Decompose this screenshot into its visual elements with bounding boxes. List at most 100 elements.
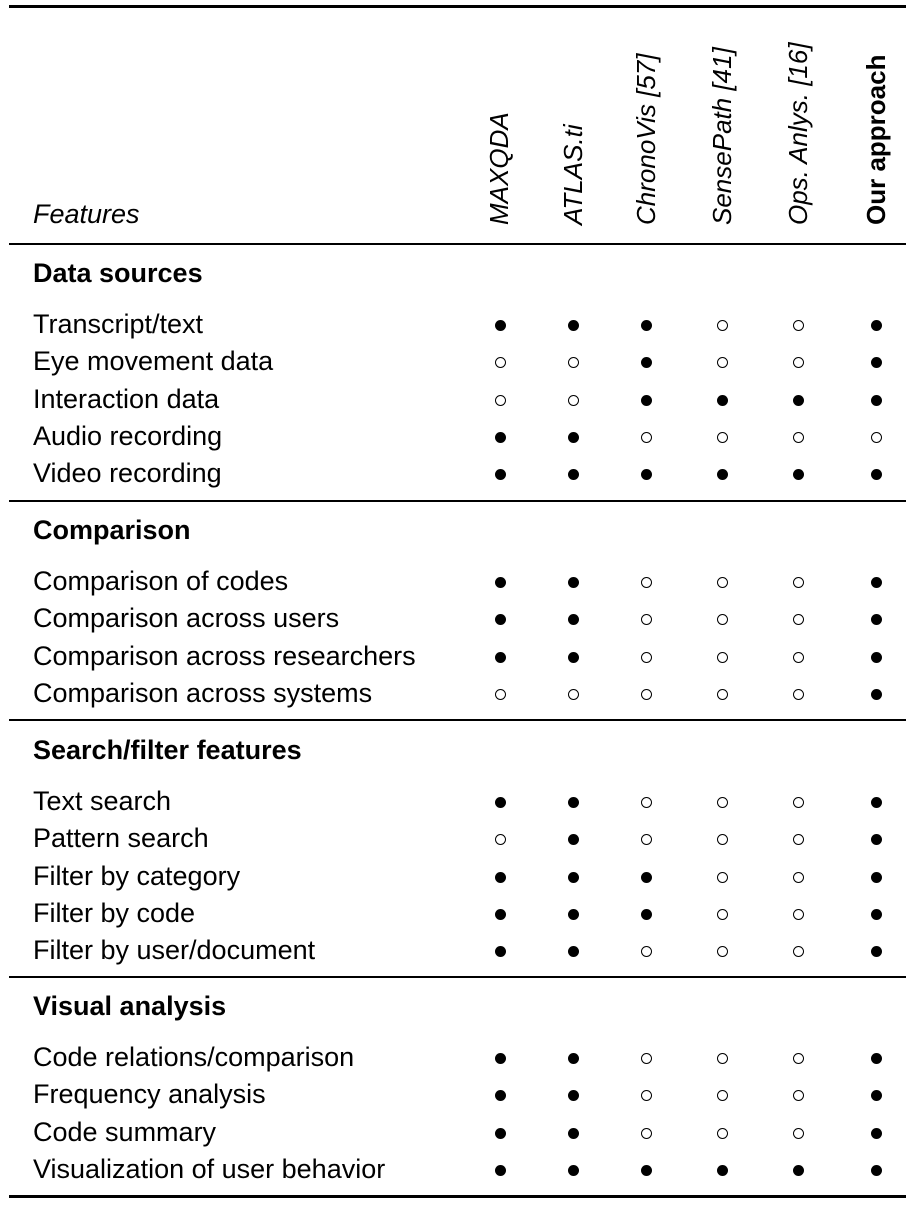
- filled-circle-icon: [861, 678, 891, 708]
- column-header-our-approach: Our approach: [861, 54, 891, 225]
- empty-dot: [870, 431, 882, 443]
- empty-circle-icon: [707, 1117, 737, 1147]
- filled-circle-icon: [631, 346, 661, 376]
- bottom-rule: [9, 1195, 906, 1198]
- empty-dot: [716, 356, 728, 368]
- empty-dot: [494, 356, 506, 368]
- filled-dot: [567, 1089, 579, 1101]
- filled-dot: [640, 356, 652, 368]
- empty-circle-icon: [707, 1079, 737, 1109]
- filled-dot: [567, 945, 579, 957]
- filled-circle-icon: [485, 603, 515, 633]
- filled-dot: [870, 468, 882, 480]
- filled-dot: [640, 871, 652, 883]
- filled-dot: [494, 1127, 506, 1139]
- filled-dot: [870, 1089, 882, 1101]
- empty-dot: [494, 688, 506, 700]
- filled-circle-icon: [631, 458, 661, 488]
- column-header-maxqda: MAXQDA: [484, 112, 514, 225]
- filled-circle-icon: [485, 1079, 515, 1109]
- empty-circle-icon: [631, 641, 661, 671]
- empty-circle-icon: [783, 1117, 813, 1147]
- filled-dot: [494, 1164, 506, 1176]
- empty-circle-icon: [558, 346, 588, 376]
- empty-circle-icon: [485, 678, 515, 708]
- filled-circle-icon: [558, 566, 588, 596]
- empty-dot: [716, 1089, 728, 1101]
- features-column-header: Features: [33, 199, 140, 229]
- empty-dot: [792, 1089, 804, 1101]
- filled-circle-icon: [485, 935, 515, 965]
- empty-circle-icon: [707, 861, 737, 891]
- empty-dot: [716, 908, 728, 920]
- empty-circle-icon: [631, 678, 661, 708]
- filled-circle-icon: [631, 1154, 661, 1184]
- filled-dot: [567, 1164, 579, 1176]
- empty-circle-icon: [783, 898, 813, 928]
- empty-dot: [792, 576, 804, 588]
- column-header-ops-anlys: Ops. Anlys. [16]: [783, 42, 813, 225]
- filled-circle-icon: [861, 786, 891, 816]
- filled-circle-icon: [485, 641, 515, 671]
- filled-circle-icon: [861, 861, 891, 891]
- filled-dot: [494, 431, 506, 443]
- filled-circle-icon: [861, 309, 891, 339]
- filled-dot: [870, 319, 882, 331]
- filled-dot: [640, 908, 652, 920]
- filled-dot: [870, 356, 882, 368]
- empty-dot: [494, 394, 506, 406]
- filled-circle-icon: [558, 1079, 588, 1109]
- filled-circle-icon: [631, 384, 661, 414]
- section-divider: [9, 976, 906, 978]
- filled-circle-icon: [558, 898, 588, 928]
- empty-circle-icon: [707, 1042, 737, 1072]
- empty-circle-icon: [631, 566, 661, 596]
- filled-circle-icon: [485, 861, 515, 891]
- empty-dot: [792, 833, 804, 845]
- empty-circle-icon: [783, 1042, 813, 1072]
- filled-dot: [716, 468, 728, 480]
- empty-circle-icon: [485, 384, 515, 414]
- filled-dot: [494, 945, 506, 957]
- filled-dot: [870, 1164, 882, 1176]
- empty-circle-icon: [707, 786, 737, 816]
- empty-dot: [792, 356, 804, 368]
- empty-circle-icon: [631, 823, 661, 853]
- filled-circle-icon: [707, 458, 737, 488]
- filled-dot: [870, 945, 882, 957]
- filled-circle-icon: [485, 421, 515, 451]
- filled-circle-icon: [783, 384, 813, 414]
- filled-circle-icon: [631, 861, 661, 891]
- empty-dot: [640, 945, 652, 957]
- filled-circle-icon: [783, 458, 813, 488]
- empty-dot: [716, 431, 728, 443]
- empty-circle-icon: [783, 421, 813, 451]
- row-label: Audio recording: [33, 421, 223, 451]
- empty-circle-icon: [485, 823, 515, 853]
- empty-dot: [716, 576, 728, 588]
- empty-circle-icon: [707, 678, 737, 708]
- empty-dot: [716, 688, 728, 700]
- filled-dot: [640, 394, 652, 406]
- empty-dot: [792, 908, 804, 920]
- empty-dot: [640, 576, 652, 588]
- empty-circle-icon: [783, 603, 813, 633]
- filled-dot: [870, 1127, 882, 1139]
- section-title: Data sources: [33, 258, 203, 288]
- filled-circle-icon: [558, 458, 588, 488]
- filled-dot: [640, 468, 652, 480]
- empty-dot: [792, 431, 804, 443]
- filled-circle-icon: [558, 1117, 588, 1147]
- filled-circle-icon: [485, 458, 515, 488]
- filled-dot: [494, 319, 506, 331]
- filled-circle-icon: [631, 309, 661, 339]
- top-rule: [9, 5, 906, 8]
- empty-circle-icon: [631, 1042, 661, 1072]
- empty-dot: [716, 319, 728, 331]
- empty-circle-icon: [861, 421, 891, 451]
- column-header-chronovis: ChronoVis [57]: [631, 53, 661, 225]
- filled-circle-icon: [707, 384, 737, 414]
- empty-dot: [792, 319, 804, 331]
- filled-circle-icon: [558, 1042, 588, 1072]
- filled-dot: [716, 394, 728, 406]
